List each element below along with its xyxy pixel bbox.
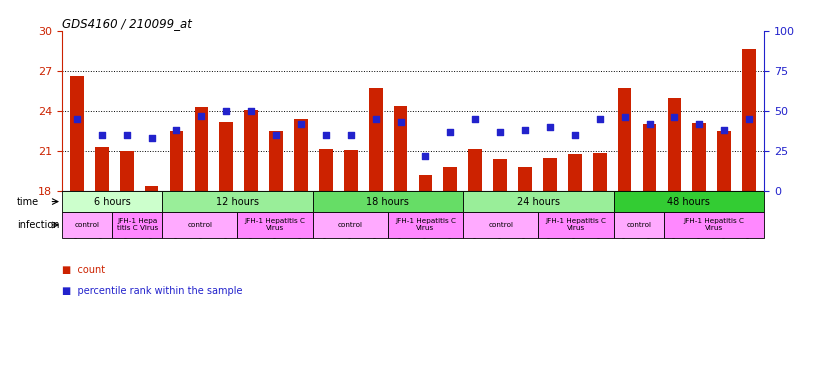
Point [394,119,407,125]
Bar [667,98,681,191]
Bar [388,212,463,238]
Bar [195,107,208,191]
Bar [717,131,731,191]
Bar [614,191,764,212]
Bar [313,191,463,212]
Bar [493,159,507,191]
Bar [220,122,233,191]
Text: ■  count: ■ count [62,265,105,275]
Text: JFH-1 Hepa
titis C Virus: JFH-1 Hepa titis C Virus [116,218,158,232]
Bar [162,212,238,238]
Point [643,121,656,127]
Bar [162,191,313,212]
Bar [313,212,388,238]
Text: time: time [17,197,39,207]
Point [593,116,606,122]
Bar [319,149,333,191]
Point [568,132,582,138]
Bar [394,106,407,191]
Bar [568,154,582,191]
Text: JFH-1 Hepatitis C
Virus: JFH-1 Hepatitis C Virus [395,218,456,232]
Bar [344,150,358,191]
Point [294,121,307,127]
Point [369,116,382,122]
Text: infection: infection [17,220,59,230]
Text: control: control [488,222,513,228]
Bar [419,175,432,191]
Bar [70,76,83,191]
Bar [463,212,539,238]
Bar [112,212,162,238]
Text: JFH-1 Hepatitis C
Virus: JFH-1 Hepatitis C Virus [244,218,306,232]
Text: control: control [338,222,363,228]
Bar [463,191,614,212]
Text: control: control [74,222,99,228]
Text: control: control [188,222,212,228]
Point [220,108,233,114]
Point [693,121,706,127]
Text: 12 hours: 12 hours [216,197,259,207]
Point [170,127,183,133]
Bar [120,151,134,191]
Point [320,132,333,138]
Text: 6 hours: 6 hours [93,197,131,207]
Text: control: control [626,222,651,228]
Point [718,127,731,133]
Bar [543,158,557,191]
Text: JFH-1 Hepatitis C
Virus: JFH-1 Hepatitis C Virus [683,218,744,232]
Bar [244,110,258,191]
Bar [593,152,606,191]
Bar [368,88,382,191]
Bar [62,212,112,238]
Bar [169,131,183,191]
Text: 48 hours: 48 hours [667,197,710,207]
Point [344,132,358,138]
Text: GDS4160 / 210099_at: GDS4160 / 210099_at [62,17,192,30]
Point [269,132,282,138]
Bar [444,167,458,191]
Bar [294,119,308,191]
Bar [518,167,532,191]
Point [519,127,532,133]
Bar [269,131,283,191]
Text: 24 hours: 24 hours [517,197,560,207]
Point [667,114,681,121]
Point [743,116,756,122]
Bar [238,212,313,238]
Text: ■  percentile rank within the sample: ■ percentile rank within the sample [62,286,243,296]
Point [120,132,133,138]
Point [544,124,557,130]
Point [618,114,631,121]
Point [419,153,432,159]
Point [70,116,83,122]
Point [493,129,506,135]
Bar [692,123,706,191]
Bar [614,212,664,238]
Bar [62,191,162,212]
Point [195,113,208,119]
Bar [468,149,482,191]
Point [145,135,159,141]
Point [244,108,258,114]
Point [444,129,457,135]
Bar [664,212,764,238]
Point [95,132,108,138]
Bar [145,186,159,191]
Bar [539,212,614,238]
Text: JFH-1 Hepatitis C
Virus: JFH-1 Hepatitis C Virus [545,218,606,232]
Bar [743,50,756,191]
Bar [643,124,657,191]
Point [468,116,482,122]
Bar [618,88,631,191]
Text: 18 hours: 18 hours [367,197,410,207]
Bar [95,147,109,191]
